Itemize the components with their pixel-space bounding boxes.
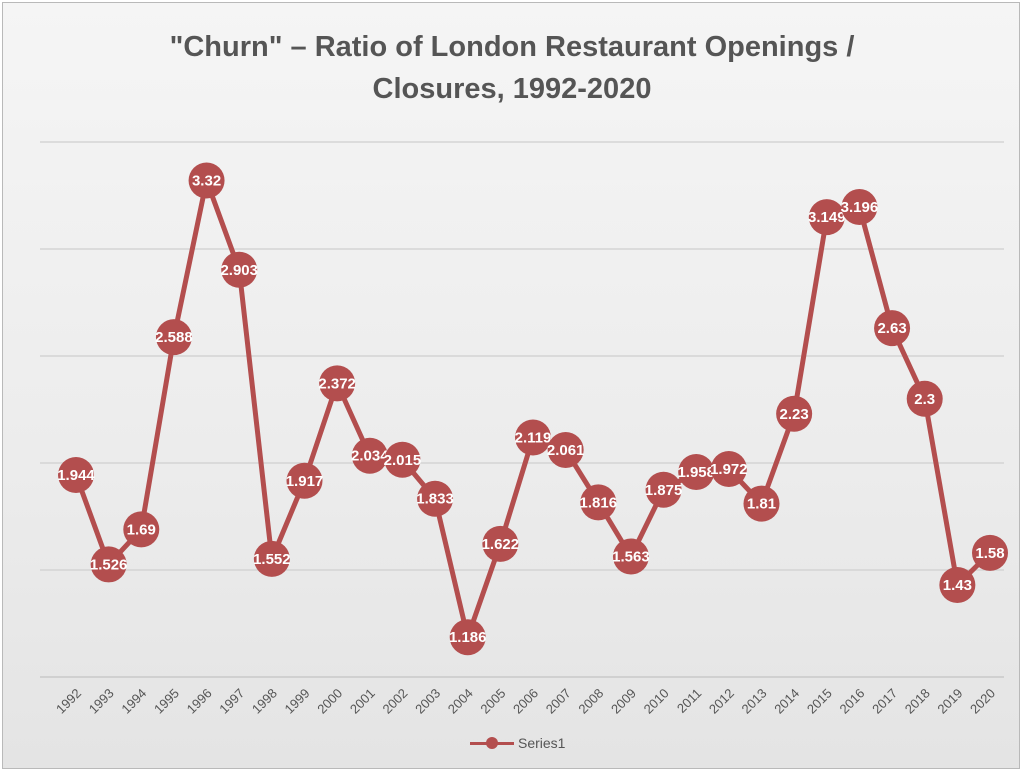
data-point	[221, 251, 258, 288]
data-point	[319, 365, 356, 402]
data-point	[58, 456, 94, 493]
data-point	[612, 538, 649, 575]
x-tick-label: 2018	[902, 686, 933, 717]
data-label: 2.061	[547, 442, 585, 459]
legend-swatch	[470, 733, 514, 753]
data-label: 2.3	[914, 391, 935, 408]
gridlines	[40, 141, 1004, 678]
x-tick-label: 2006	[510, 686, 541, 717]
data-point	[906, 380, 943, 417]
chart-title: "Churn" – Ratio of London Restaurant Ope…	[0, 26, 1024, 110]
data-label: 1.816	[580, 494, 618, 511]
x-tick-label: 2010	[641, 686, 672, 717]
data-label: 2.63	[877, 320, 906, 337]
data-point	[123, 511, 160, 548]
x-tick-label: 1992	[53, 686, 84, 717]
data-label: 2.034	[351, 448, 389, 465]
x-tick-label: 1999	[282, 686, 313, 717]
data-point	[547, 431, 584, 468]
data-label: 2.588	[155, 329, 193, 346]
x-tick-label: 2015	[804, 686, 835, 717]
data-label: 1.972	[710, 461, 748, 478]
data-point	[874, 310, 911, 347]
data-point	[515, 419, 551, 456]
data-point	[90, 546, 127, 583]
data-label: 3.196	[841, 199, 879, 216]
x-tick-label: 2017	[869, 686, 900, 717]
data-label: 2.372	[318, 375, 356, 392]
data-label: 2.119	[515, 430, 552, 447]
data-point	[417, 480, 454, 517]
x-tick-label: 1995	[151, 686, 182, 717]
x-tick-label: 1997	[216, 686, 247, 717]
x-tick-label: 1993	[86, 686, 117, 717]
data-label: 1.944	[57, 467, 95, 484]
data-point	[580, 484, 617, 521]
data-label: 1.875	[645, 482, 683, 499]
data-label: 1.552	[253, 551, 291, 568]
data-point	[253, 540, 290, 577]
x-tick-label: 2014	[771, 686, 802, 717]
x-tick-label: 1994	[118, 686, 149, 717]
data-label: 1.43	[943, 577, 972, 594]
data-label: 1.563	[612, 549, 650, 566]
x-tick-label: 2009	[608, 686, 639, 717]
data-point	[286, 462, 323, 499]
data-label: 2.015	[384, 452, 422, 469]
data-label: 3.32	[192, 173, 221, 190]
data-point	[645, 471, 682, 508]
x-tick-label: 2020	[967, 686, 998, 717]
data-label: 2.903	[220, 262, 258, 279]
data-label: 1.186	[449, 629, 487, 646]
x-tick-label: 2016	[836, 686, 867, 717]
x-tick-label: 2001	[347, 686, 378, 717]
data-point	[841, 189, 878, 226]
x-tick-label: 2019	[934, 686, 965, 717]
data-point	[972, 534, 1008, 571]
data-point	[710, 450, 747, 487]
x-tick-label: 2002	[379, 686, 410, 717]
data-label: 3.149	[808, 209, 846, 226]
data-point	[384, 441, 421, 478]
data-point	[743, 485, 780, 522]
x-tick-label: 2005	[477, 686, 508, 717]
chart-title-line-2: Closures, 1992-2020	[372, 73, 652, 105]
data-label: 1.622	[482, 536, 520, 553]
data-label: 1.958	[677, 464, 715, 481]
legend-label: Series1	[518, 735, 566, 751]
data-label: 1.58	[975, 545, 1004, 562]
data-label: 1.833	[416, 491, 454, 508]
x-tick-label: 2008	[575, 686, 606, 717]
x-tick-label: 1998	[249, 686, 280, 717]
chart-title-line-1: "Churn" – Ratio of London Restaurant Ope…	[169, 31, 855, 63]
data-point	[188, 162, 225, 199]
data-point	[351, 437, 388, 474]
x-tick-label: 2013	[739, 686, 770, 717]
data-point	[155, 319, 192, 356]
x-tick-label: 1996	[184, 686, 215, 717]
x-tick-label: 2004	[445, 686, 476, 717]
data-label: 1.81	[747, 496, 776, 513]
data-point	[449, 619, 486, 656]
data-point	[776, 395, 813, 432]
data-label: 1.917	[286, 473, 324, 490]
x-tick-label: 2003	[412, 686, 443, 717]
x-tick-label: 2011	[674, 686, 704, 716]
data-label: 2.23	[780, 406, 809, 423]
legend: Series1	[470, 733, 565, 753]
data-point	[939, 566, 976, 603]
x-tick-label: 2012	[706, 686, 737, 717]
x-tick-label: 2007	[543, 686, 574, 717]
data-label: 1.69	[127, 521, 156, 538]
x-axis-tick-labels: 1992 1993 1994 1995 1996 1997 1998 1999 2000 2001…	[53, 686, 998, 717]
data-point	[678, 453, 715, 490]
x-tick-label: 2000	[314, 686, 345, 717]
data-label: 1.526	[90, 556, 128, 573]
data-point	[808, 199, 845, 236]
data-point	[482, 525, 519, 562]
series-markers: 1.944 1.526 1.69 2.588 3.32 2.903 1.552 1.917 2.…	[57, 162, 1008, 656]
